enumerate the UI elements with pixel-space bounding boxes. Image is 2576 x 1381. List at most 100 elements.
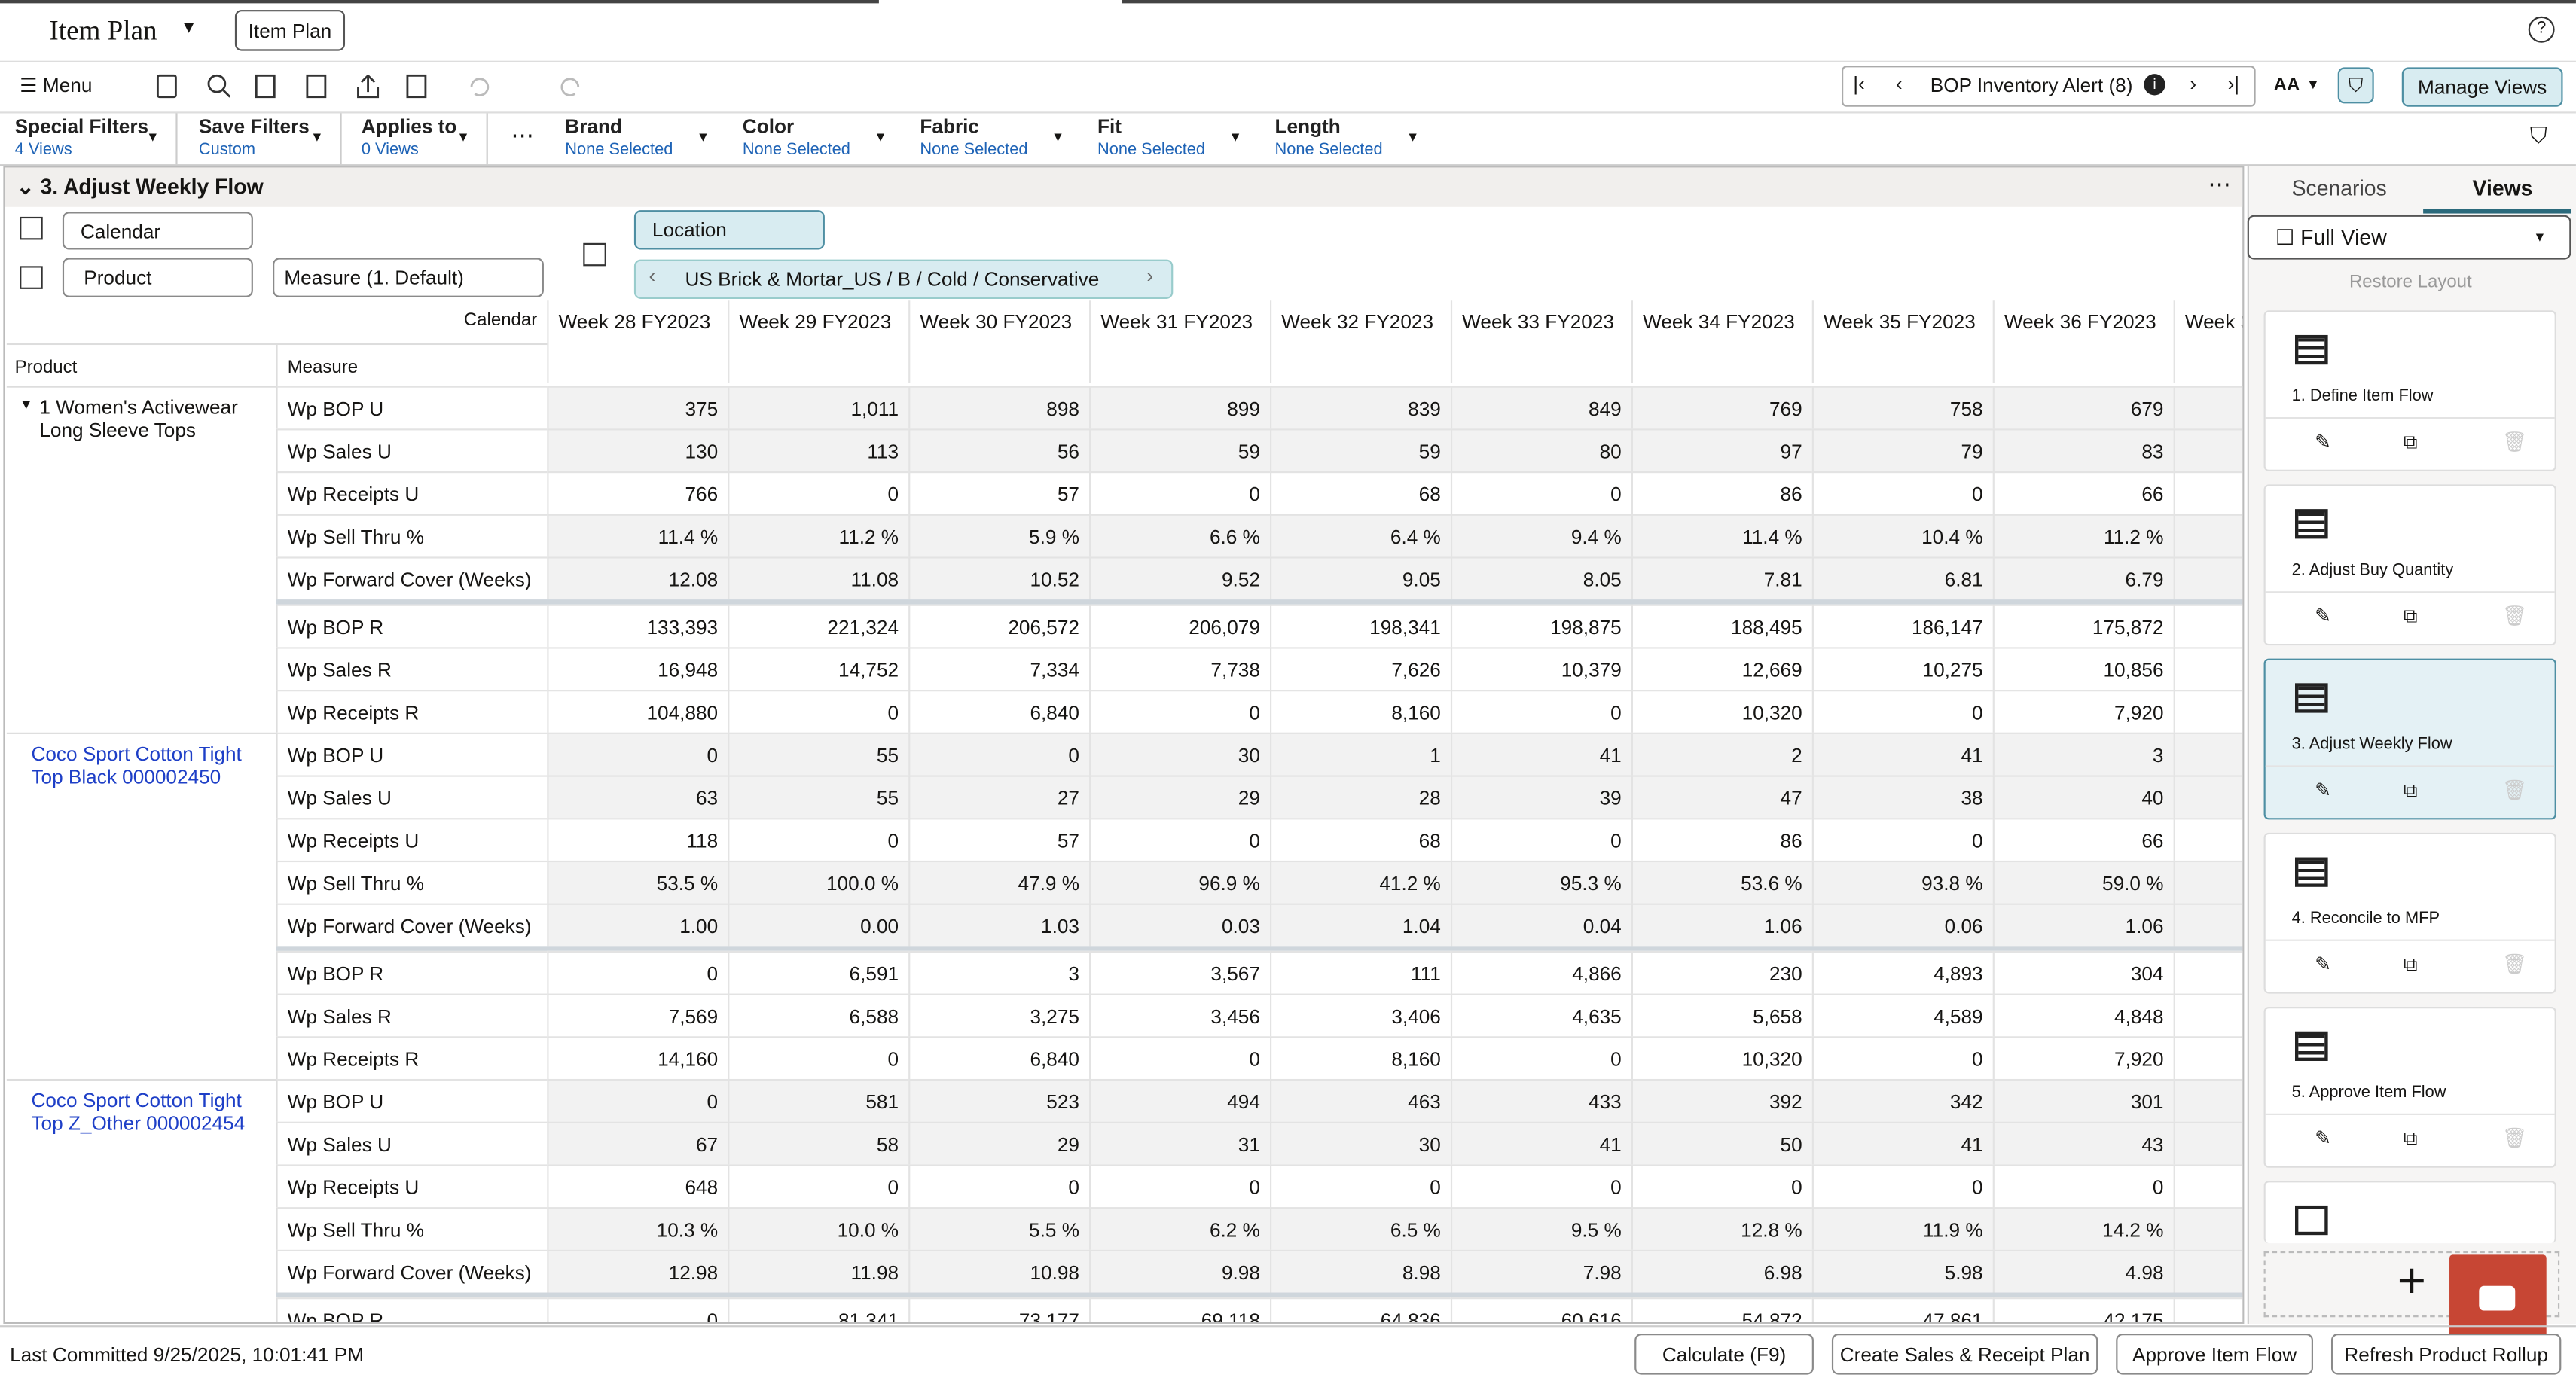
filter-value[interactable]: Custom	[198, 141, 256, 160]
value-cell[interactable]: 7.81	[1631, 556, 1812, 600]
value-cell[interactable]	[2173, 732, 2243, 776]
first[interactable]: |‹	[1853, 72, 1865, 96]
value-cell[interactable]: 4,848	[1992, 993, 2174, 1037]
value-cell[interactable]: 16,948	[547, 647, 728, 690]
value-cell[interactable]: 66	[1992, 818, 2174, 861]
value-cell[interactable]: 769	[1631, 386, 1812, 429]
filter-icon[interactable]: ⛉	[2529, 121, 2547, 148]
filter-label[interactable]: Length	[1274, 114, 1341, 139]
value-cell[interactable]	[2173, 556, 2243, 600]
value-cell[interactable]: 375	[547, 386, 728, 429]
footer-button[interactable]: Calculate (F9)	[1634, 1334, 1814, 1375]
product-cell[interactable]: Coco Sport Cotton Tight Top Z_Other 0000…	[6, 1078, 276, 1322]
value-cell[interactable]: 11.2 %	[1992, 514, 2174, 557]
value-cell[interactable]	[2173, 690, 2243, 733]
value-cell[interactable]: 43	[1992, 1121, 2174, 1165]
card-title[interactable]: 4. Reconcile to MFP	[2291, 910, 2440, 928]
value-cell[interactable]: 3,456	[1089, 993, 1270, 1037]
layout-icon[interactable]	[20, 266, 43, 289]
value-cell[interactable]: 10.4 %	[1811, 514, 1993, 557]
value-cell[interactable]	[2173, 1249, 2243, 1293]
value-cell[interactable]: 581	[728, 1078, 909, 1122]
value-cell[interactable]: 55	[728, 775, 909, 819]
value-cell[interactable]: 7,334	[908, 647, 1090, 690]
value-cell[interactable]: 10,275	[1811, 647, 1993, 690]
product-label[interactable]: Product	[84, 266, 152, 289]
column-header[interactable]: Week 30 FY2023	[908, 300, 1089, 383]
value-cell[interactable]: 12.8 %	[1631, 1207, 1812, 1250]
value-cell[interactable]: 463	[1269, 1078, 1451, 1122]
value-cell[interactable]: 342	[1811, 1078, 1993, 1122]
view-card[interactable]	[2263, 1181, 2556, 1244]
edit[interactable]: ✎	[2315, 953, 2332, 976]
location-label[interactable]: Location	[652, 218, 727, 242]
value-cell[interactable]: 0	[728, 818, 909, 861]
value-cell[interactable]: 58	[728, 1121, 909, 1165]
value-cell[interactable]: 1.06	[1992, 903, 2174, 947]
value-cell[interactable]: 10,379	[1450, 647, 1631, 690]
view-card[interactable]: 3. Adjust Weekly Flow ✎ ⧉ 🗑	[2263, 658, 2556, 820]
value-cell[interactable]	[2173, 1297, 2243, 1322]
value-cell[interactable]: 5.5 %	[908, 1207, 1090, 1250]
filter[interactable]: Color None Selected	[743, 115, 907, 161]
value-cell[interactable]: 63	[547, 775, 728, 819]
value-cell[interactable]: 0	[908, 732, 1090, 776]
value-cell[interactable]: 175,872	[1992, 604, 2174, 648]
value-cell[interactable]: 0	[1811, 818, 1993, 861]
value-cell[interactable]: 221,324	[728, 604, 909, 648]
value-cell[interactable]: 2	[1631, 732, 1812, 776]
value-cell[interactable]: 11.4 %	[547, 514, 728, 557]
value-cell[interactable]: 29	[1089, 775, 1270, 819]
value-cell[interactable]	[2173, 514, 2243, 557]
value-cell[interactable]: 11.08	[728, 556, 909, 600]
value-cell[interactable]: 59	[1269, 428, 1451, 471]
value-cell[interactable]: 93.8 %	[1811, 860, 1993, 904]
value-cell[interactable]: 68	[1269, 818, 1451, 861]
filter[interactable]: Save Filters Custom	[199, 115, 343, 161]
more-filters[interactable]: ⋯	[511, 121, 534, 148]
value-cell[interactable]	[2173, 903, 2243, 947]
calendar-tile[interactable]: Calendar	[62, 212, 253, 250]
value-cell[interactable]: 0	[547, 732, 728, 776]
value-cell[interactable]	[2173, 1121, 2243, 1165]
value-cell[interactable]	[2173, 1207, 2243, 1250]
value-cell[interactable]: 11.9 %	[1811, 1207, 1993, 1250]
value-cell[interactable]: 6,588	[728, 993, 909, 1037]
value-cell[interactable]	[2173, 604, 2243, 648]
value-cell[interactable]: 206,572	[908, 604, 1090, 648]
prev[interactable]: ‹	[1895, 72, 1903, 96]
value-cell[interactable]: 0	[547, 1297, 728, 1322]
filter-label[interactable]: Save Filters	[198, 114, 310, 139]
value-cell[interactable]: 4,589	[1811, 993, 1993, 1037]
view-select[interactable]: ☐ Full View	[2247, 215, 2571, 260]
value-cell[interactable]: 3	[908, 950, 1090, 994]
value-cell[interactable]: 9.5 %	[1450, 1207, 1631, 1250]
value-cell[interactable]: 648	[547, 1164, 728, 1208]
value-cell[interactable]: 47,861	[1811, 1297, 1993, 1322]
edit[interactable]: ✎	[2315, 430, 2332, 453]
value-cell[interactable]: 104,880	[547, 690, 728, 733]
value-cell[interactable]: 0	[1450, 1164, 1631, 1208]
value-cell[interactable]: 69,118	[1089, 1297, 1270, 1322]
layout-icon[interactable]	[20, 216, 43, 240]
card-title[interactable]: 2. Adjust Buy Quantity	[2291, 561, 2454, 580]
value-cell[interactable]: 118	[547, 818, 728, 861]
value-cell[interactable]: 66	[1992, 471, 2174, 514]
filter-caret[interactable]: ▼	[696, 130, 710, 145]
value-cell[interactable]: 0	[1631, 1164, 1812, 1208]
filter-label[interactable]: Fabric	[920, 114, 979, 139]
value-cell[interactable]	[2173, 775, 2243, 819]
value-cell[interactable]: 198,341	[1269, 604, 1451, 648]
column-header[interactable]: Week 36 FY2023	[1992, 300, 2174, 383]
value-cell[interactable]: 86	[1631, 471, 1812, 514]
value-cell[interactable]: 9.4 %	[1450, 514, 1631, 557]
value-cell[interactable]: 10,856	[1992, 647, 2174, 690]
card-title[interactable]: 1. Define Item Flow	[2291, 387, 2434, 406]
value-cell[interactable]: 849	[1450, 386, 1631, 429]
value-cell[interactable]: 3,567	[1089, 950, 1270, 994]
filter[interactable]: Brand None Selected	[565, 115, 729, 161]
duplicate[interactable]: ⧉	[2403, 778, 2418, 802]
value-cell[interactable]	[2173, 1164, 2243, 1208]
value-cell[interactable]: 4,635	[1450, 993, 1631, 1037]
value-cell[interactable]: 8,160	[1269, 690, 1451, 733]
